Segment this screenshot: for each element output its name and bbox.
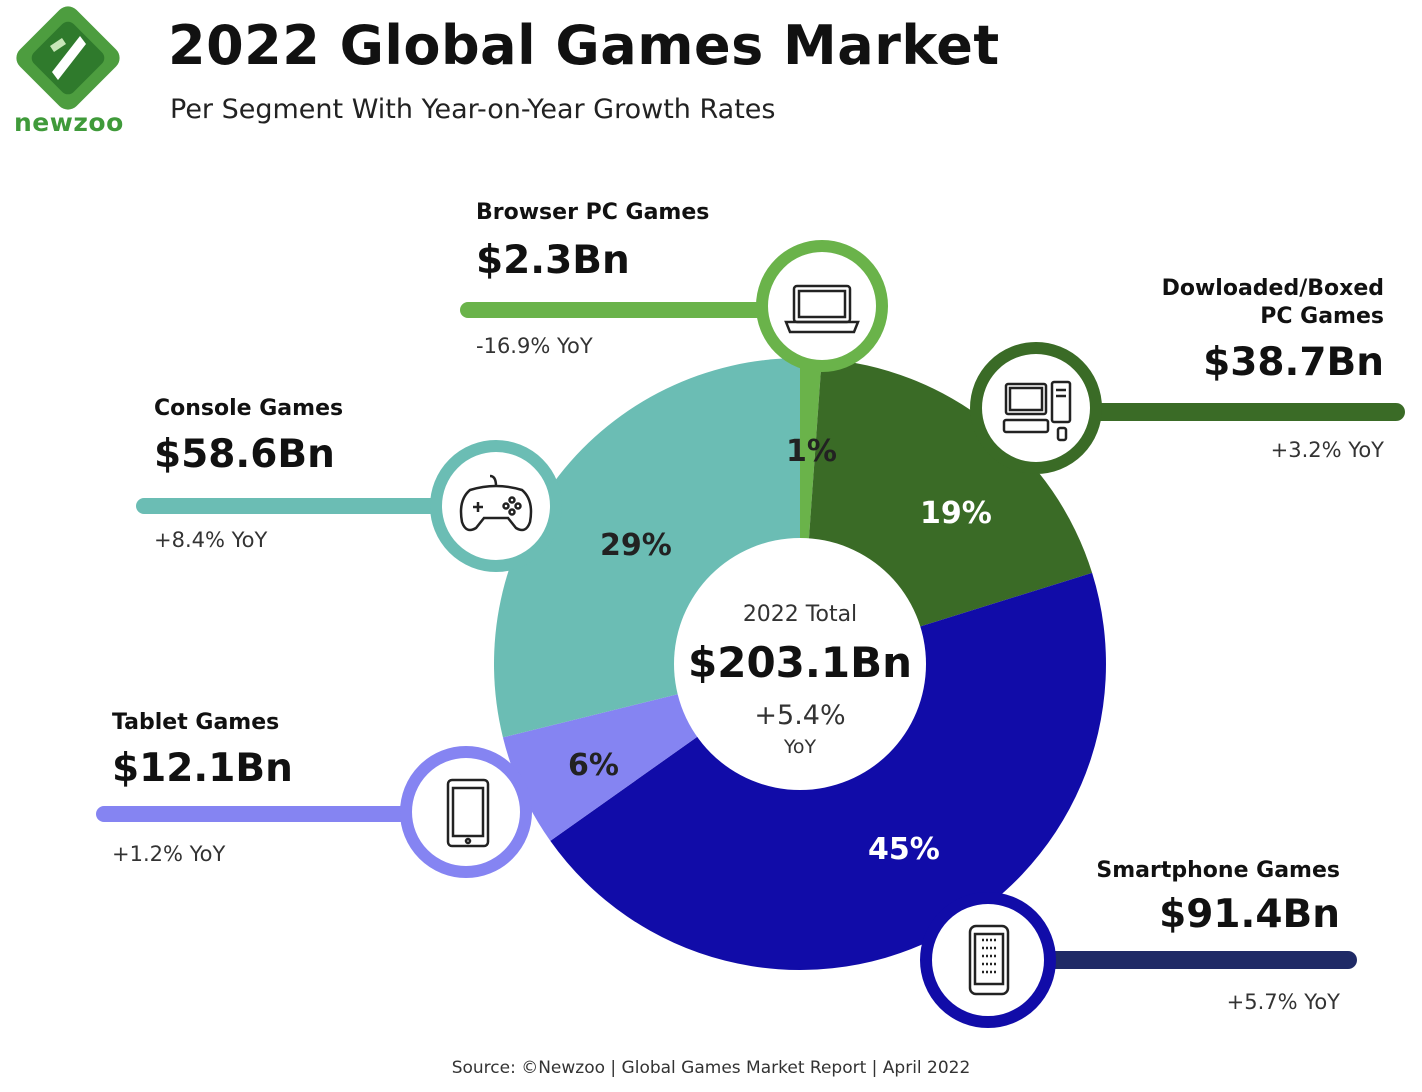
smartphone-segment-name: Smartphone Games bbox=[1096, 858, 1340, 883]
browser-segment-name: Browser PC Games bbox=[476, 200, 710, 225]
downloaded-share-label: 19% bbox=[920, 496, 992, 531]
tablet-segment-yoy: +1.2% YoY bbox=[112, 842, 226, 866]
browser-share-label: 1% bbox=[786, 434, 837, 469]
tablet-segment-name: Tablet Games bbox=[112, 710, 280, 735]
laptop-icon bbox=[784, 284, 860, 334]
tablet-segment-value: $12.1Bn bbox=[112, 746, 293, 791]
page-title: 2022 Global Games Market bbox=[168, 14, 1000, 77]
center-total-yoy-unit: YoY bbox=[783, 736, 817, 758]
console-icon-circle bbox=[430, 440, 562, 572]
smartphone-share-label: 45% bbox=[868, 832, 940, 867]
center-total-label: 2022 Total bbox=[742, 602, 858, 627]
console-segment-name: Console Games bbox=[154, 396, 344, 421]
donut-center bbox=[674, 538, 926, 790]
tablet-icon bbox=[446, 778, 490, 848]
tablet-share-label: 6% bbox=[568, 748, 619, 783]
tablet-icon-circle bbox=[400, 746, 532, 878]
desktop-pc-icon bbox=[1002, 380, 1072, 442]
smartphone-icon-circle bbox=[920, 892, 1056, 1028]
page-subtitle: Per Segment With Year-on-Year Growth Rat… bbox=[170, 94, 776, 125]
smartphone-segment-yoy: +5.7% YoY bbox=[1226, 990, 1340, 1014]
downloaded-segment-value: $38.7Bn bbox=[1203, 340, 1384, 385]
smartphone-segment-value: $91.4Bn bbox=[1159, 892, 1340, 937]
console-segment-yoy: +8.4% YoY bbox=[154, 528, 268, 552]
browser-icon-circle bbox=[756, 240, 888, 372]
smartphone-icon bbox=[968, 924, 1010, 996]
downloaded-segment-yoy: +3.2% YoY bbox=[1270, 438, 1384, 462]
downloaded-segment-name-line2: PC Games bbox=[1260, 304, 1384, 329]
newzoo-logo-icon bbox=[16, 6, 120, 110]
console-segment-value: $58.6Bn bbox=[154, 432, 335, 477]
browser-segment-yoy: -16.9% YoY bbox=[476, 334, 593, 358]
source-footnote: Source: ©Newzoo | Global Games Market Re… bbox=[451, 1058, 971, 1078]
console-share-label: 29% bbox=[600, 528, 672, 563]
browser-segment-value: $2.3Bn bbox=[476, 238, 630, 283]
center-total-value: $203.1Bn bbox=[688, 638, 912, 687]
downloaded-segment-name-line1: Dowloaded/Boxed bbox=[1161, 276, 1384, 301]
center-total-yoy: +5.4% bbox=[754, 700, 846, 731]
logo-wordmark: newzoo bbox=[14, 108, 124, 137]
gamepad-icon bbox=[459, 474, 533, 532]
downloaded-icon-circle bbox=[970, 342, 1102, 474]
